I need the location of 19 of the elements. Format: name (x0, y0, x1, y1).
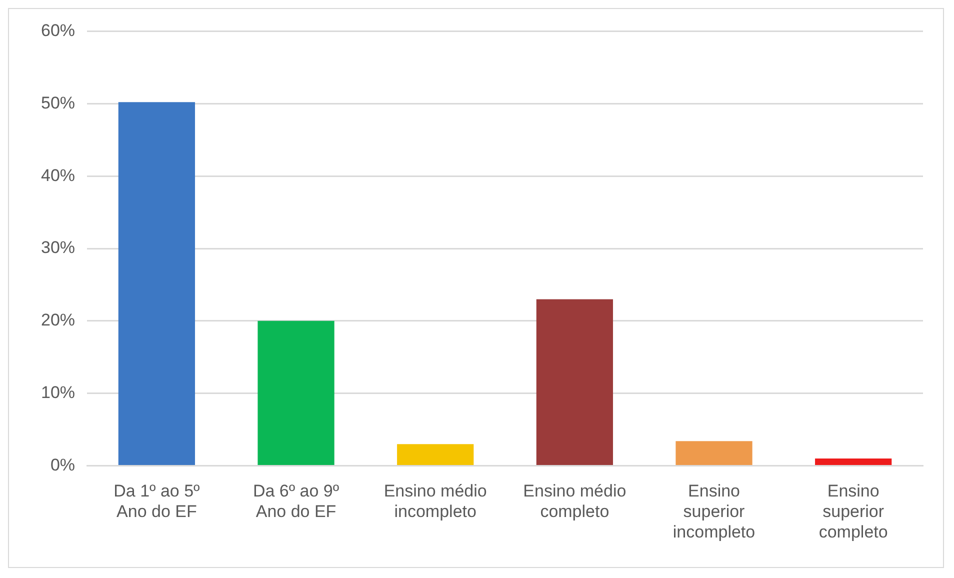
y-tick-label: 60% (40, 20, 76, 40)
x-tick-label: Ensino médio incompleto (384, 482, 487, 522)
y-tick-label: 10% (40, 383, 76, 402)
bar (676, 441, 752, 466)
y-tick-label: 30% (40, 238, 76, 258)
bar (258, 320, 334, 466)
bar (815, 458, 892, 466)
y-tick-label: 50% (40, 93, 76, 112)
y-tick-label: 20% (40, 310, 76, 330)
bar (118, 102, 196, 466)
y-tick-label: 0% (50, 455, 76, 474)
bar (397, 444, 474, 466)
x-tick-label: Ensino médio completo (523, 482, 626, 522)
x-tick-label: Ensino superior completo (818, 482, 888, 542)
x-tick-label: Da 1º ao 5º Ano do EF (114, 482, 200, 522)
x-tick-label: Ensino superior incompleto (672, 482, 756, 542)
y-tick-label: 40% (40, 166, 76, 185)
bar (536, 299, 613, 466)
x-tick-label: Da 6º ao 9º Ano do EF (252, 482, 340, 522)
